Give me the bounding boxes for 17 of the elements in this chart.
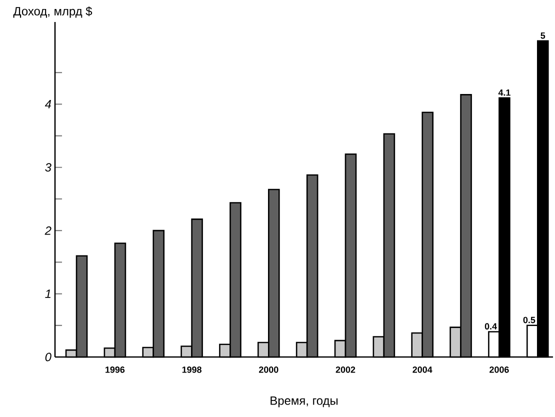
y-axis-title: Доход, млрд $ (13, 6, 92, 18)
y-tick-label: 0 (45, 352, 52, 362)
data-label: 0.4 (484, 323, 497, 330)
y-tick-label: 2 (44, 226, 52, 235)
y-tick-label: 1 (45, 290, 50, 298)
x-axis-title: Время, годы (270, 396, 338, 408)
x-tick-label: 2002 (336, 366, 356, 373)
y-tick-label: 3 (45, 163, 52, 172)
x-tick-label: 1998 (182, 366, 202, 373)
x-tick-label: 2006 (490, 366, 509, 373)
y-tick-label: 4 (44, 100, 52, 108)
x-tick-label: 2004 (412, 366, 432, 373)
data-label: 0.5 (523, 316, 536, 324)
x-tick-label: 2000 (258, 366, 278, 373)
data-label: 4.1 (498, 89, 510, 96)
data-label: 5 (540, 32, 546, 39)
x-tick-label: 1996 (106, 366, 125, 373)
